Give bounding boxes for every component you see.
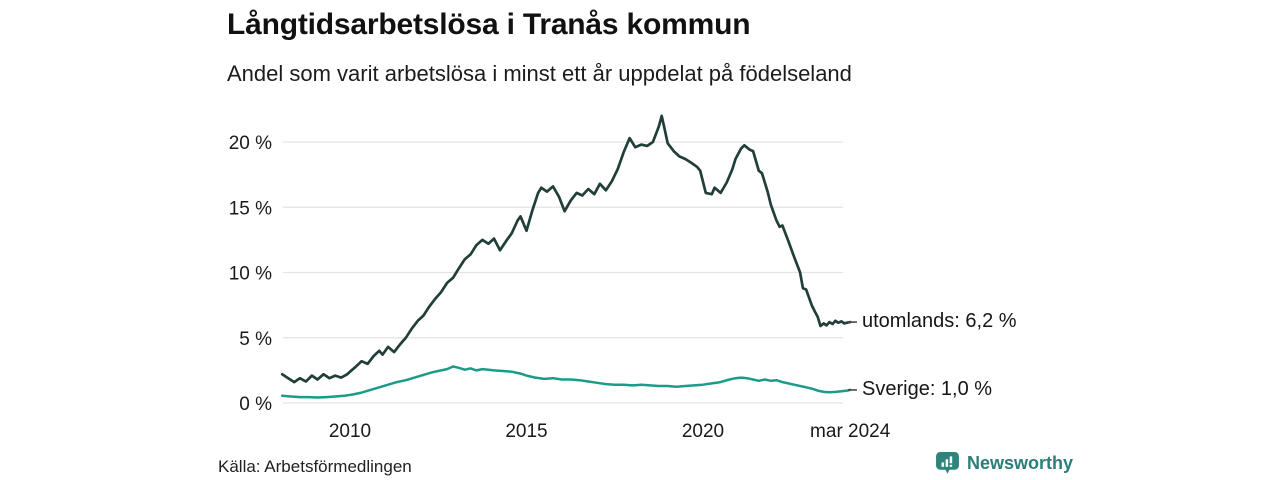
y-axis-tick-label: 10 % — [229, 264, 272, 285]
y-axis-tick-label: 15 % — [229, 198, 272, 219]
x-axis-tick-label: 2015 — [505, 421, 547, 442]
y-axis-tick-label: 20 % — [229, 133, 272, 154]
source-note: Källa: Arbetsförmedlingen — [218, 457, 412, 476]
x-axis-tick-label: 2010 — [329, 421, 371, 442]
y-axis-tick-label: 0 % — [239, 394, 272, 415]
brand-name: Newsworthy — [967, 453, 1074, 473]
series-end-label-sverige: Sverige: 1,0 % — [862, 377, 993, 400]
y-axis-tick-label: 5 % — [239, 329, 272, 350]
chart-subtitle: Andel som varit arbetslösa i minst ett å… — [227, 61, 852, 86]
series-end-label-utomlands: utomlands: 6,2 % — [862, 310, 1017, 333]
newsworthy-logo-icon — [935, 451, 960, 476]
brand-lockup: Newsworthy — [935, 451, 1073, 476]
x-axis-tick-label: 2020 — [682, 421, 724, 442]
chart-title: Långtidsarbetslösa i Tranås kommun — [227, 8, 751, 41]
x-axis-tick-label: mar 2024 — [810, 421, 891, 442]
series-line-Sverige — [280, 365, 852, 399]
series-line-utomlands — [280, 114, 852, 384]
